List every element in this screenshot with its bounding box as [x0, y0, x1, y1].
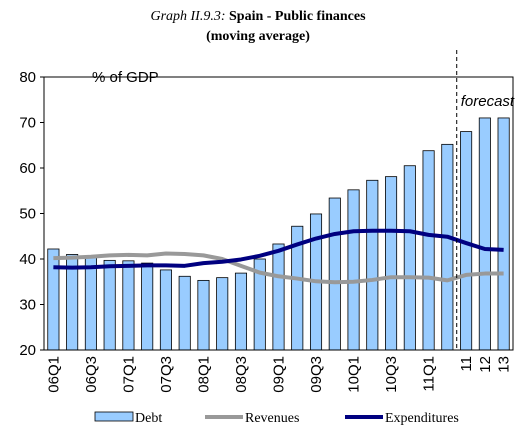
bar — [441, 143, 454, 351]
x-tick-label: 07Q1 — [120, 356, 137, 393]
bar — [478, 117, 491, 351]
legend-swatch — [94, 411, 134, 422]
y-tick-label: 20 — [19, 342, 36, 359]
x-tick-label: 08Q1 — [195, 356, 212, 393]
x-tick-label: 09Q3 — [308, 356, 325, 393]
y-tick-label: 50 — [19, 206, 36, 223]
chart-subtitle: (moving average) — [206, 29, 310, 44]
x-tick-label: 13 — [496, 356, 513, 373]
bar — [141, 262, 154, 351]
bar — [122, 260, 135, 351]
bar — [159, 269, 172, 351]
legend-label: Debt — [135, 411, 162, 426]
bar — [497, 117, 510, 351]
bar — [84, 257, 97, 351]
bar — [422, 150, 435, 351]
bar — [403, 165, 416, 351]
bar — [328, 197, 341, 351]
bar — [216, 277, 229, 351]
x-tick-label: 08Q3 — [233, 356, 250, 393]
bar — [197, 279, 210, 351]
x-tick-label: 12 — [477, 356, 494, 373]
legend-label: Expenditures — [385, 411, 459, 426]
forecast-annotation: forecast — [461, 93, 515, 110]
x-tick-label: 07Q3 — [158, 356, 175, 393]
x-tick-label: 06Q3 — [83, 356, 100, 393]
bar — [47, 248, 60, 351]
title-label: Graph II.9.3: — [150, 9, 225, 24]
title-text: Spain - Public finances — [229, 9, 366, 24]
x-tick-label: 11Q1 — [421, 356, 438, 392]
bar — [234, 272, 248, 351]
bar — [366, 179, 379, 351]
bar — [103, 259, 116, 351]
x-tick-label: 06Q1 — [45, 356, 62, 393]
bar — [347, 189, 360, 351]
x-tick-label: 10Q3 — [383, 356, 400, 393]
line — [53, 251, 504, 285]
x-tick-label: 11 — [458, 356, 475, 372]
legend-label: Revenues — [245, 411, 299, 426]
bar — [272, 243, 285, 351]
x-tick-label: 09Q1 — [271, 356, 288, 393]
y-tick-label: 30 — [19, 297, 36, 314]
line — [53, 228, 504, 270]
bar — [385, 176, 398, 351]
y-tick-label: 80 — [19, 69, 36, 86]
y-tick-label: 70 — [19, 115, 36, 132]
x-tick-label: 10Q1 — [346, 356, 363, 393]
bar — [178, 275, 191, 351]
y-tick-label: 60 — [19, 160, 36, 177]
y-tick-label: 40 — [19, 251, 36, 268]
chart-title: Graph II.9.3: Spain - Public finances — [150, 9, 366, 24]
